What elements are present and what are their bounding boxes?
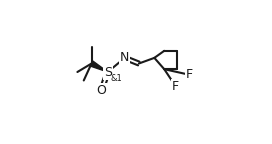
Text: S: S xyxy=(104,66,112,78)
Text: F: F xyxy=(186,68,193,81)
Text: &1: &1 xyxy=(110,74,122,83)
Text: N: N xyxy=(120,51,129,64)
Polygon shape xyxy=(90,61,108,72)
Text: O: O xyxy=(97,84,106,97)
Text: F: F xyxy=(172,80,179,93)
